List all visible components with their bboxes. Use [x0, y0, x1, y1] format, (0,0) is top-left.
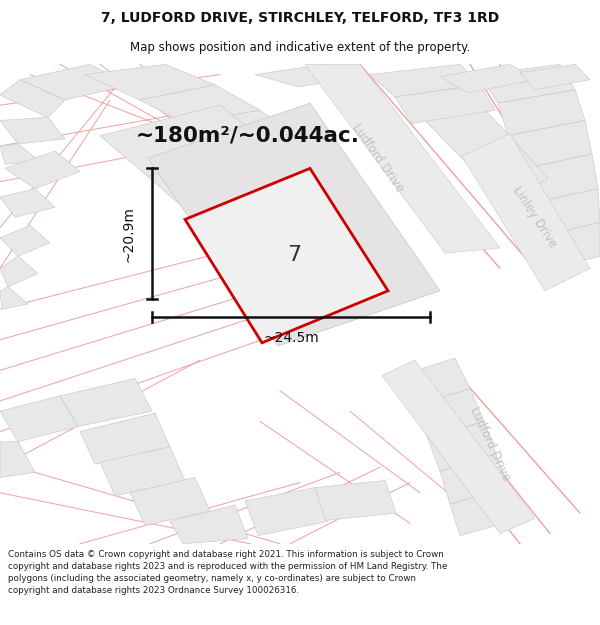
- Polygon shape: [192, 179, 350, 254]
- Polygon shape: [130, 478, 210, 526]
- Polygon shape: [235, 217, 390, 293]
- Polygon shape: [100, 447, 185, 496]
- Polygon shape: [498, 90, 585, 136]
- Polygon shape: [0, 256, 38, 287]
- Text: 7: 7: [287, 245, 301, 265]
- Polygon shape: [148, 103, 440, 346]
- Polygon shape: [420, 95, 510, 158]
- Polygon shape: [185, 110, 300, 153]
- Polygon shape: [428, 421, 496, 471]
- Text: ~20.9m: ~20.9m: [121, 206, 135, 262]
- Polygon shape: [520, 64, 590, 90]
- Polygon shape: [255, 64, 365, 87]
- Polygon shape: [5, 151, 80, 189]
- Polygon shape: [515, 154, 598, 205]
- Polygon shape: [0, 226, 50, 256]
- Polygon shape: [0, 79, 65, 118]
- Polygon shape: [480, 64, 575, 103]
- Polygon shape: [508, 121, 592, 171]
- Polygon shape: [305, 64, 500, 253]
- Text: Ludford Drive: Ludford Drive: [350, 122, 406, 195]
- Text: 7, LUDFORD DRIVE, STIRCHLEY, TELFORD, TF3 1RD: 7, LUDFORD DRIVE, STIRCHLEY, TELFORD, TF…: [101, 11, 499, 25]
- Polygon shape: [185, 168, 388, 343]
- Polygon shape: [0, 144, 40, 164]
- Polygon shape: [80, 413, 170, 464]
- Polygon shape: [522, 189, 600, 240]
- Polygon shape: [100, 105, 265, 177]
- Text: Ludford Drive: Ludford Drive: [467, 404, 513, 483]
- Polygon shape: [528, 222, 600, 274]
- Polygon shape: [440, 454, 508, 504]
- Text: ~24.5m: ~24.5m: [263, 331, 319, 345]
- Polygon shape: [440, 64, 535, 93]
- Polygon shape: [462, 134, 590, 291]
- Polygon shape: [140, 85, 260, 124]
- Polygon shape: [315, 481, 396, 520]
- Polygon shape: [0, 442, 35, 478]
- Polygon shape: [370, 64, 480, 97]
- Text: Map shows position and indicative extent of the property.: Map shows position and indicative extent…: [130, 41, 470, 54]
- Polygon shape: [450, 487, 518, 536]
- Polygon shape: [462, 136, 548, 201]
- Text: ~180m²/~0.044ac.: ~180m²/~0.044ac.: [136, 126, 360, 146]
- Polygon shape: [0, 189, 55, 218]
- Polygon shape: [85, 64, 215, 100]
- Polygon shape: [400, 358, 470, 406]
- Polygon shape: [148, 141, 308, 216]
- Polygon shape: [0, 118, 65, 144]
- Polygon shape: [245, 488, 328, 536]
- Polygon shape: [0, 287, 28, 309]
- Polygon shape: [0, 396, 78, 442]
- Text: Contains OS data © Crown copyright and database right 2021. This information is : Contains OS data © Crown copyright and d…: [8, 550, 447, 595]
- Polygon shape: [60, 379, 152, 426]
- Polygon shape: [395, 85, 495, 124]
- Polygon shape: [228, 138, 340, 182]
- Polygon shape: [170, 505, 248, 544]
- Text: Linley Drive: Linley Drive: [511, 184, 560, 251]
- Polygon shape: [415, 389, 484, 439]
- Polygon shape: [20, 64, 130, 100]
- Polygon shape: [382, 360, 535, 534]
